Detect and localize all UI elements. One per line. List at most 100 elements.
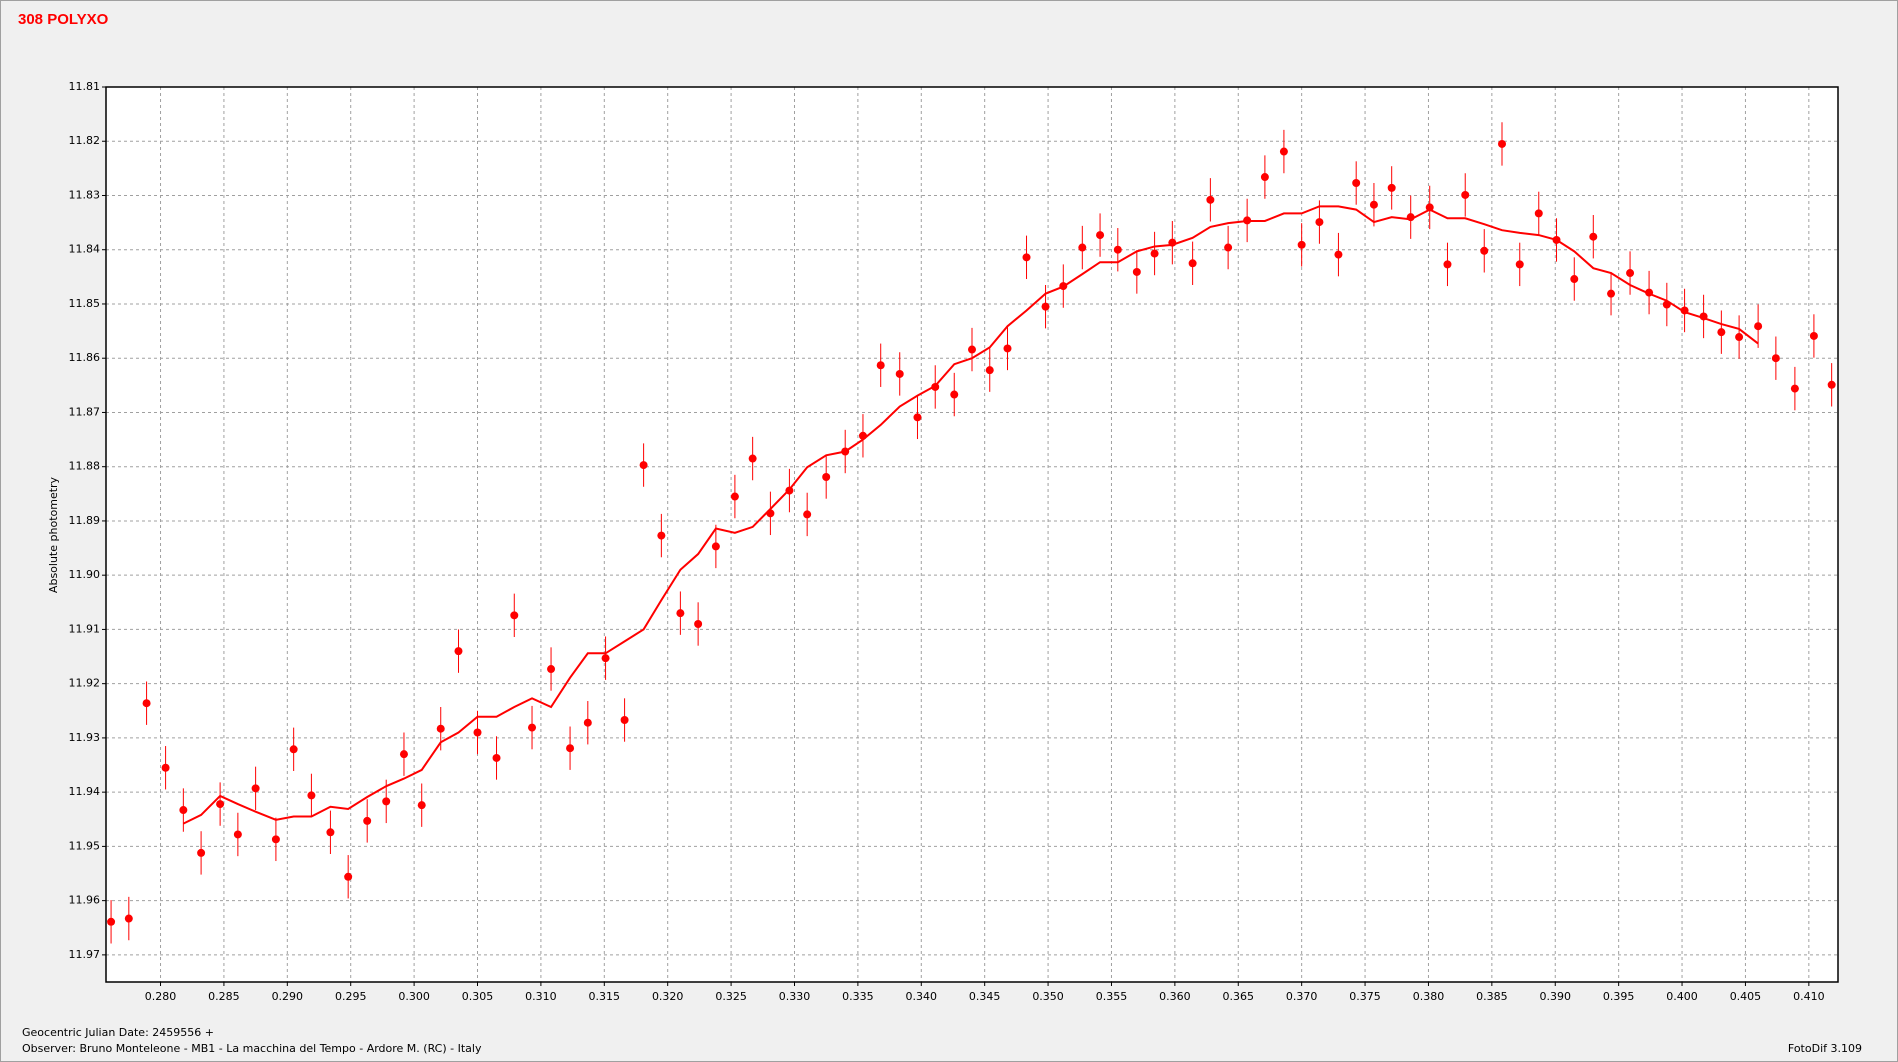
y-tick-label: 11.94 [69, 785, 101, 798]
x-tick-label: 0.400 [1666, 990, 1698, 1003]
x-tick-label: 0.280 [145, 990, 177, 1003]
x-tick-label: 0.390 [1540, 990, 1572, 1003]
data-point [179, 806, 188, 815]
plot-border [105, 86, 1839, 983]
x-tick-label: 0.330 [779, 990, 811, 1003]
data-point [142, 699, 151, 708]
data-point [1754, 322, 1763, 331]
data-point [307, 791, 316, 800]
data-point [417, 801, 426, 810]
data-point [363, 816, 372, 825]
x-tick-label: 0.320 [652, 990, 684, 1003]
data-point [197, 848, 206, 857]
y-tick-label: 11.91 [69, 622, 101, 635]
x-tick-label: 0.360 [1159, 990, 1191, 1003]
data-point [1461, 190, 1470, 199]
data-point [803, 510, 812, 519]
data-point [1570, 275, 1579, 284]
data-point [1626, 269, 1635, 278]
data-point [1790, 384, 1799, 393]
y-tick-label: 11.85 [69, 297, 101, 310]
x-tick-label: 0.310 [525, 990, 557, 1003]
x-tick-label: 0.410 [1793, 990, 1825, 1003]
footer-observer: Observer: Bruno Monteleone - MB1 - La ma… [22, 1042, 482, 1055]
data-point [1827, 380, 1836, 389]
data-point [1206, 195, 1215, 204]
footer-date: Geocentric Julian Date: 2459556 + [22, 1026, 214, 1039]
data-point [289, 745, 298, 754]
x-tick-label: 0.300 [398, 990, 430, 1003]
x-tick-label: 0.350 [1032, 990, 1064, 1003]
data-point [950, 390, 959, 399]
x-tick-label: 0.380 [1413, 990, 1445, 1003]
y-tick-label: 11.81 [69, 80, 101, 93]
data-point [876, 361, 885, 370]
data-point [583, 718, 592, 727]
data-point [1096, 231, 1105, 240]
data-point [216, 800, 225, 809]
data-point [1224, 243, 1233, 252]
y-tick-label: 11.93 [69, 731, 101, 744]
data-point [1188, 259, 1197, 268]
data-point [492, 753, 501, 762]
data-point [1003, 344, 1012, 353]
y-tick-label: 11.97 [69, 948, 101, 961]
x-tick-label: 0.365 [1223, 990, 1255, 1003]
data-point [547, 665, 556, 674]
data-point [1717, 328, 1726, 337]
x-tick-label: 0.385 [1476, 990, 1508, 1003]
data-point [251, 784, 260, 793]
y-tick-label: 11.87 [69, 405, 101, 418]
data-point [657, 531, 666, 540]
data-point [601, 654, 610, 663]
data-point [1480, 246, 1489, 255]
data-point [107, 917, 116, 926]
x-tick-label: 0.395 [1603, 990, 1635, 1003]
x-tick-label: 0.335 [842, 990, 874, 1003]
y-tick-label: 11.96 [69, 894, 101, 907]
data-point [1589, 232, 1598, 241]
data-point [620, 716, 629, 725]
data-point [1387, 183, 1396, 192]
x-tick-label: 0.290 [272, 990, 304, 1003]
data-point [161, 763, 170, 772]
y-tick-label: 11.82 [69, 134, 101, 147]
y-tick-label: 11.95 [69, 839, 101, 852]
data-point [639, 461, 648, 470]
data-point [510, 611, 519, 620]
data-point [730, 492, 739, 501]
data-point [454, 647, 463, 656]
data-point [1735, 333, 1744, 342]
plot-area [106, 87, 1838, 982]
data-point [1315, 218, 1324, 227]
x-tick-label: 0.295 [335, 990, 367, 1003]
data-point [1297, 240, 1306, 249]
data-point [1352, 179, 1361, 188]
data-point [436, 724, 445, 733]
x-tick-label: 0.285 [208, 990, 240, 1003]
data-point [382, 797, 391, 806]
x-tick-label: 0.325 [715, 990, 747, 1003]
data-point [1113, 245, 1122, 254]
y-tick-label: 11.88 [69, 460, 101, 473]
data-point [1607, 289, 1616, 298]
y-tick-label: 11.89 [69, 514, 101, 527]
data-point [711, 542, 720, 551]
y-tick-label: 11.83 [69, 188, 101, 201]
data-point [566, 744, 575, 753]
data-point [344, 872, 353, 881]
x-tick-label: 0.305 [462, 990, 494, 1003]
data-point [913, 413, 922, 422]
data-point [694, 620, 703, 628]
data-point [1334, 250, 1343, 259]
data-point [1534, 209, 1543, 218]
x-tick-label: 0.355 [1096, 990, 1128, 1003]
data-point [1443, 260, 1452, 269]
data-point [473, 728, 482, 737]
y-tick-label: 11.86 [69, 351, 101, 364]
data-point [326, 828, 335, 837]
data-point [676, 609, 685, 618]
data-point [271, 835, 280, 844]
data-point [399, 750, 408, 759]
